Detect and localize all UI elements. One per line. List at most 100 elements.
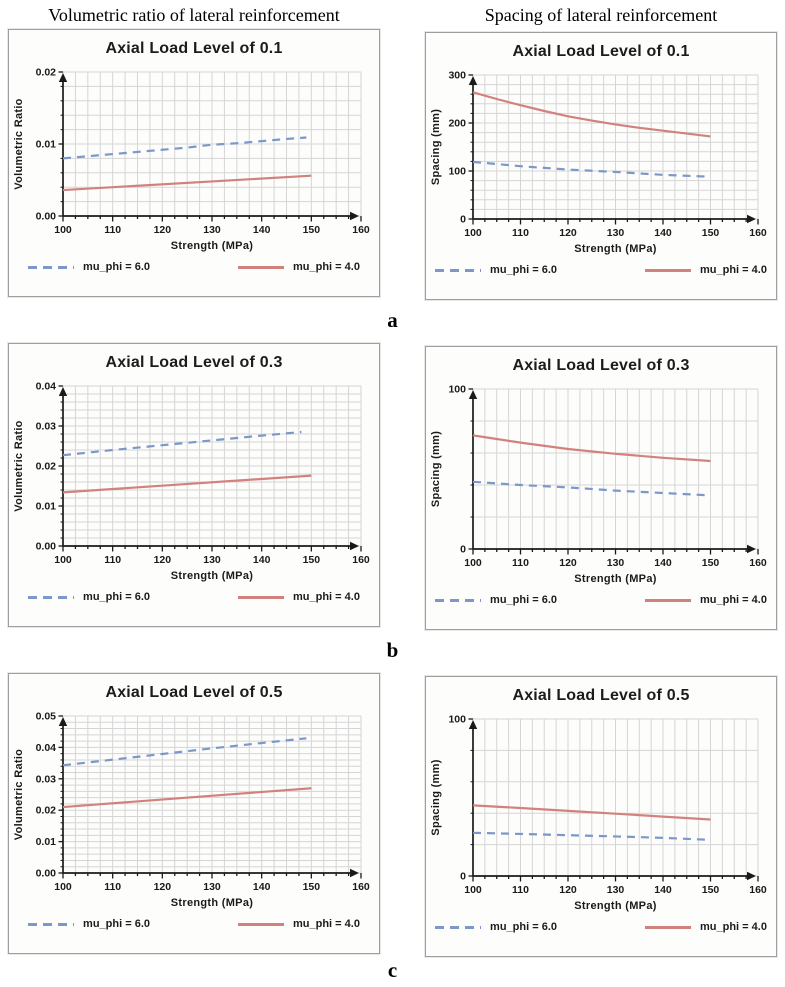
svg-text:110: 110 <box>512 557 529 569</box>
svg-text:150: 150 <box>303 881 321 893</box>
legend-solid-line-icon <box>238 922 284 926</box>
legend-dashed-line-icon <box>28 922 75 926</box>
legend-solid-line-icon <box>645 268 691 272</box>
svg-text:0.02: 0.02 <box>36 67 57 79</box>
legend-item-mu4: mu_phi = 4.0 <box>645 264 767 276</box>
legend-item-mu4: mu_phi = 4.0 <box>238 261 360 273</box>
chart-panel-c-spacing: Axial Load Level of 0.5 100 110 120 130 140 1… <box>425 676 777 957</box>
svg-text:110: 110 <box>104 224 121 236</box>
legend-label: mu_phi = 4.0 <box>700 264 767 276</box>
legend-label: mu_phi = 4.0 <box>700 921 767 933</box>
chart-panel-b-volumetric: Axial Load Level of 0.3 100 110 120 130 140 1… <box>8 343 380 627</box>
chart-title: Axial Load Level of 0.5 <box>105 684 283 701</box>
svg-text:0.00: 0.00 <box>36 211 57 223</box>
svg-text:140: 140 <box>654 227 672 239</box>
chart-title: Axial Load Level of 0.3 <box>512 357 690 374</box>
svg-text:Volumetric Ratio: Volumetric Ratio <box>13 749 25 840</box>
legend-label: mu_phi = 4.0 <box>700 594 767 606</box>
chart-title: Axial Load Level of 0.5 <box>512 687 690 704</box>
svg-text:140: 140 <box>654 557 672 569</box>
legend-label: mu_phi = 6.0 <box>83 591 150 603</box>
svg-text:0: 0 <box>460 214 466 226</box>
svg-text:0.01: 0.01 <box>36 139 57 151</box>
chart-row-c: Axial Load Level of 0.5 100 110 120 130 140 1… <box>0 673 785 957</box>
legend-item-mu4: mu_phi = 4.0 <box>645 594 767 606</box>
row-label-c: c <box>387 958 398 982</box>
svg-text:100: 100 <box>448 714 466 726</box>
legend-item-mu4: mu_phi = 4.0 <box>238 918 360 930</box>
column-headings: Volumetric ratio of lateral reinforcemen… <box>0 0 785 29</box>
legend-item-mu6: mu_phi = 6.0 <box>435 264 557 276</box>
svg-text:160: 160 <box>352 224 370 236</box>
svg-text:200: 200 <box>448 118 466 130</box>
svg-text:0.02: 0.02 <box>36 805 57 817</box>
svg-text:Volumetric Ratio: Volumetric Ratio <box>13 98 25 189</box>
svg-text:100: 100 <box>464 227 482 239</box>
column-heading-spacing: Spacing of lateral reinforcement <box>484 5 718 25</box>
svg-text:140: 140 <box>654 884 672 896</box>
legend-item-mu4: mu_phi = 4.0 <box>238 591 360 603</box>
svg-text:0.01: 0.01 <box>36 836 57 848</box>
chart-legend: mu_phi = 6.0 mu_phi = 4.0 <box>426 264 776 276</box>
svg-text:100: 100 <box>54 881 72 893</box>
svg-text:0.03: 0.03 <box>36 773 57 785</box>
legend-dashed-line-icon <box>435 598 482 602</box>
svg-text:120: 120 <box>154 554 172 566</box>
svg-text:Strength (MPa): Strength (MPa) <box>574 243 656 255</box>
svg-text:0.02: 0.02 <box>36 461 57 473</box>
svg-text:150: 150 <box>303 224 321 236</box>
chart-legend: mu_phi = 6.0 mu_phi = 4.0 <box>426 921 776 933</box>
svg-text:Strength (MPa): Strength (MPa) <box>171 897 253 909</box>
legend-dashed-line-icon <box>28 595 75 599</box>
column-heading-volumetric: Volumetric ratio of lateral reinforcemen… <box>48 5 340 25</box>
svg-text:Strength (MPa): Strength (MPa) <box>171 570 253 582</box>
legend-dashed-line-icon <box>435 268 482 272</box>
legend-dashed-line-icon <box>435 925 482 929</box>
svg-text:140: 140 <box>253 881 271 893</box>
svg-text:130: 130 <box>203 881 221 893</box>
svg-text:120: 120 <box>559 557 577 569</box>
svg-text:0: 0 <box>460 871 466 883</box>
chart-title: Axial Load Level of 0.1 <box>105 40 283 57</box>
svg-text:140: 140 <box>253 224 271 236</box>
legend-item-mu6: mu_phi = 6.0 <box>435 594 557 606</box>
svg-text:Strength (MPa): Strength (MPa) <box>171 240 253 252</box>
chart-panel-b-spacing: Axial Load Level of 0.3 100 110 120 130 140 1… <box>425 346 777 630</box>
legend-solid-line-icon <box>238 595 284 599</box>
chart-canvas: 100 110 120 130 140 150 160 0.00 0.01 0.02 Strengt… <box>13 67 370 253</box>
svg-text:0.04: 0.04 <box>36 381 57 393</box>
legend-item-mu6: mu_phi = 6.0 <box>28 918 150 930</box>
svg-text:100: 100 <box>54 554 72 566</box>
svg-text:0.01: 0.01 <box>36 501 57 513</box>
chart-title: Axial Load Level of 0.3 <box>105 354 283 371</box>
svg-text:Volumetric Ratio: Volumetric Ratio <box>13 420 25 511</box>
legend-label: mu_phi = 4.0 <box>293 918 360 930</box>
svg-text:0: 0 <box>460 544 466 556</box>
svg-text:Spacing (mm): Spacing (mm) <box>430 759 442 835</box>
svg-text:160: 160 <box>749 227 767 239</box>
svg-text:100: 100 <box>464 884 482 896</box>
svg-text:150: 150 <box>702 884 720 896</box>
legend-label: mu_phi = 4.0 <box>293 591 360 603</box>
legend-solid-line-icon <box>645 598 691 602</box>
svg-text:150: 150 <box>303 554 321 566</box>
chart-legend: mu_phi = 6.0 mu_phi = 4.0 <box>9 261 379 273</box>
svg-text:100: 100 <box>448 384 466 396</box>
chart-canvas: 100 110 120 130 140 150 1600100200300Strength … <box>430 70 767 256</box>
legend-item-mu6: mu_phi = 6.0 <box>28 591 150 603</box>
svg-text:140: 140 <box>253 554 271 566</box>
chart-row-b: Axial Load Level of 0.3 100 110 120 130 140 1… <box>0 343 785 630</box>
svg-text:160: 160 <box>749 884 767 896</box>
chart-row-a: Axial Load Level of 0.1 100 110 120 130 140 1… <box>0 29 785 300</box>
svg-text:120: 120 <box>559 884 577 896</box>
svg-text:Strength (MPa): Strength (MPa) <box>574 573 656 585</box>
chart-panel-a-spacing: Axial Load Level of 0.1 100 110 120 130 140 1… <box>425 32 777 300</box>
svg-text:150: 150 <box>702 227 720 239</box>
chart-legend: mu_phi = 6.0 mu_phi = 4.0 <box>9 918 379 930</box>
svg-text:130: 130 <box>607 884 625 896</box>
chart-panel-c-volumetric: Axial Load Level of 0.5 100 110 120 130 140 1… <box>8 673 380 954</box>
chart-canvas: 100 110 120 130 140 150 160 0.00 0.01 0.02 0.03 0.0… <box>13 381 370 583</box>
chart-legend: mu_phi = 6.0 mu_phi = 4.0 <box>426 594 776 606</box>
